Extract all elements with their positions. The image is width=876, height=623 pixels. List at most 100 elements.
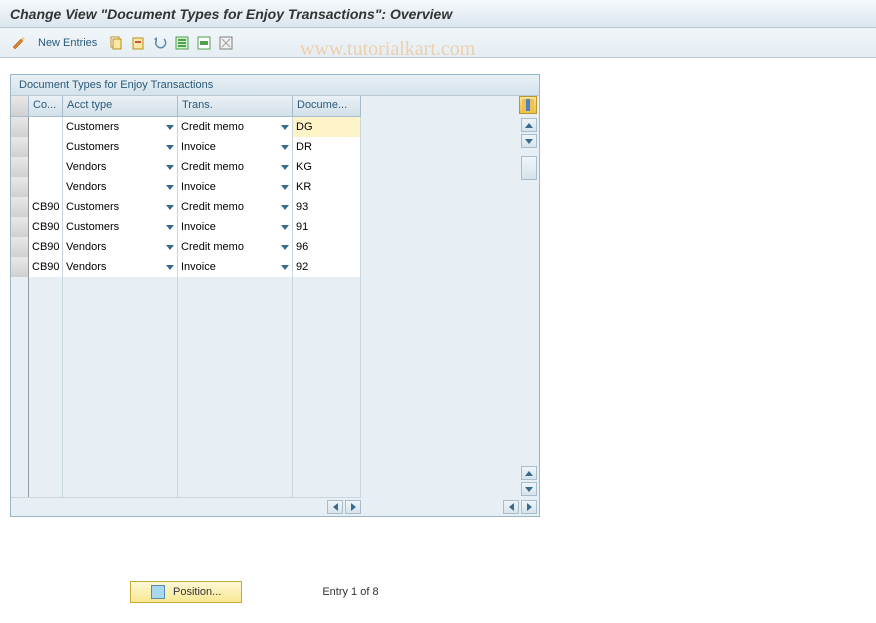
cell-document[interactable]: DR bbox=[293, 137, 361, 157]
cell-document[interactable]: DG bbox=[293, 117, 361, 137]
cell-acct-type[interactable]: Customers bbox=[63, 137, 178, 157]
vscroll-up-icon[interactable] bbox=[521, 118, 537, 132]
cell-company[interactable] bbox=[29, 177, 63, 197]
cell-document[interactable] bbox=[293, 437, 361, 457]
col-header-acct-type[interactable]: Acct type bbox=[63, 96, 178, 116]
configure-columns-icon[interactable] bbox=[519, 96, 537, 114]
position-button[interactable]: Position... bbox=[130, 581, 242, 603]
cell-transaction[interactable]: Credit memo bbox=[178, 237, 293, 257]
row-selector[interactable] bbox=[11, 137, 29, 157]
cell-company[interactable] bbox=[29, 377, 63, 397]
row-selector[interactable] bbox=[11, 217, 29, 237]
cell-acct-type[interactable] bbox=[63, 337, 178, 357]
cell-document[interactable] bbox=[293, 457, 361, 477]
row-selector[interactable] bbox=[11, 397, 29, 417]
cell-company[interactable] bbox=[29, 477, 63, 497]
cell-transaction[interactable] bbox=[178, 397, 293, 417]
cell-acct-type[interactable] bbox=[63, 477, 178, 497]
cell-acct-type[interactable]: Customers bbox=[63, 197, 178, 217]
cell-company[interactable] bbox=[29, 137, 63, 157]
cell-acct-type[interactable] bbox=[63, 397, 178, 417]
row-selector[interactable] bbox=[11, 317, 29, 337]
cell-document[interactable]: KR bbox=[293, 177, 361, 197]
cell-company[interactable] bbox=[29, 357, 63, 377]
cell-transaction[interactable] bbox=[178, 417, 293, 437]
cell-transaction[interactable] bbox=[178, 297, 293, 317]
cell-transaction[interactable] bbox=[178, 317, 293, 337]
cell-document[interactable]: 96 bbox=[293, 237, 361, 257]
cell-acct-type[interactable]: Vendors bbox=[63, 237, 178, 257]
cell-company[interactable] bbox=[29, 337, 63, 357]
cell-acct-type[interactable] bbox=[63, 457, 178, 477]
cell-company[interactable] bbox=[29, 457, 63, 477]
row-selector[interactable] bbox=[11, 197, 29, 217]
cell-transaction[interactable]: Invoice bbox=[178, 257, 293, 277]
row-selector[interactable] bbox=[11, 117, 29, 137]
cell-acct-type[interactable] bbox=[63, 417, 178, 437]
cell-acct-type[interactable] bbox=[63, 297, 178, 317]
vscroll-down2-icon[interactable] bbox=[521, 482, 537, 496]
cell-document[interactable] bbox=[293, 277, 361, 297]
cell-company[interactable]: CB90 bbox=[29, 257, 63, 277]
cell-acct-type[interactable] bbox=[63, 437, 178, 457]
row-selector[interactable] bbox=[11, 277, 29, 297]
cell-document[interactable] bbox=[293, 377, 361, 397]
copy-as-icon[interactable] bbox=[107, 34, 125, 52]
cell-document[interactable] bbox=[293, 297, 361, 317]
vscroll-up2-icon[interactable] bbox=[521, 466, 537, 480]
row-selector-header[interactable] bbox=[11, 96, 29, 116]
cell-transaction[interactable] bbox=[178, 277, 293, 297]
cell-acct-type[interactable] bbox=[63, 277, 178, 297]
row-selector[interactable] bbox=[11, 377, 29, 397]
cell-acct-type[interactable]: Vendors bbox=[63, 177, 178, 197]
cell-transaction[interactable]: Invoice bbox=[178, 137, 293, 157]
row-selector[interactable] bbox=[11, 337, 29, 357]
cell-company[interactable]: CB90 bbox=[29, 237, 63, 257]
deselect-all-icon[interactable] bbox=[217, 34, 235, 52]
vscroll-down-icon[interactable] bbox=[521, 134, 537, 148]
display-change-toggle-icon[interactable] bbox=[10, 34, 28, 52]
cell-transaction[interactable] bbox=[178, 457, 293, 477]
hscroll-left-icon[interactable] bbox=[327, 500, 343, 514]
cell-company[interactable] bbox=[29, 157, 63, 177]
vscroll-thumb[interactable] bbox=[521, 156, 537, 180]
row-selector[interactable] bbox=[11, 437, 29, 457]
col-header-document[interactable]: Docume... bbox=[293, 96, 361, 116]
cell-document[interactable] bbox=[293, 397, 361, 417]
cell-transaction[interactable] bbox=[178, 377, 293, 397]
hscroll-left2-icon[interactable] bbox=[503, 500, 519, 514]
cell-document[interactable] bbox=[293, 417, 361, 437]
cell-document[interactable] bbox=[293, 357, 361, 377]
col-header-company[interactable]: Co... bbox=[29, 96, 63, 116]
row-selector[interactable] bbox=[11, 477, 29, 497]
cell-company[interactable] bbox=[29, 397, 63, 417]
cell-acct-type[interactable]: Vendors bbox=[63, 157, 178, 177]
row-selector[interactable] bbox=[11, 297, 29, 317]
cell-document[interactable] bbox=[293, 337, 361, 357]
row-selector[interactable] bbox=[11, 357, 29, 377]
cell-company[interactable] bbox=[29, 297, 63, 317]
cell-acct-type[interactable]: Customers bbox=[63, 217, 178, 237]
cell-acct-type[interactable] bbox=[63, 317, 178, 337]
hscroll-right2-icon[interactable] bbox=[521, 500, 537, 514]
cell-transaction[interactable]: Credit memo bbox=[178, 157, 293, 177]
cell-document[interactable]: 93 bbox=[293, 197, 361, 217]
cell-transaction[interactable]: Credit memo bbox=[178, 117, 293, 137]
cell-company[interactable] bbox=[29, 317, 63, 337]
cell-company[interactable] bbox=[29, 117, 63, 137]
new-entries-button[interactable]: New Entries bbox=[32, 37, 103, 49]
cell-transaction[interactable]: Credit memo bbox=[178, 197, 293, 217]
row-selector[interactable] bbox=[11, 237, 29, 257]
cell-transaction[interactable] bbox=[178, 337, 293, 357]
cell-transaction[interactable]: Invoice bbox=[178, 177, 293, 197]
cell-acct-type[interactable]: Customers bbox=[63, 117, 178, 137]
cell-acct-type[interactable] bbox=[63, 357, 178, 377]
cell-company[interactable] bbox=[29, 277, 63, 297]
row-selector[interactable] bbox=[11, 157, 29, 177]
cell-company[interactable]: CB90 bbox=[29, 197, 63, 217]
row-selector[interactable] bbox=[11, 457, 29, 477]
row-selector[interactable] bbox=[11, 417, 29, 437]
row-selector[interactable] bbox=[11, 177, 29, 197]
select-all-icon[interactable] bbox=[173, 34, 191, 52]
undo-change-icon[interactable] bbox=[151, 34, 169, 52]
